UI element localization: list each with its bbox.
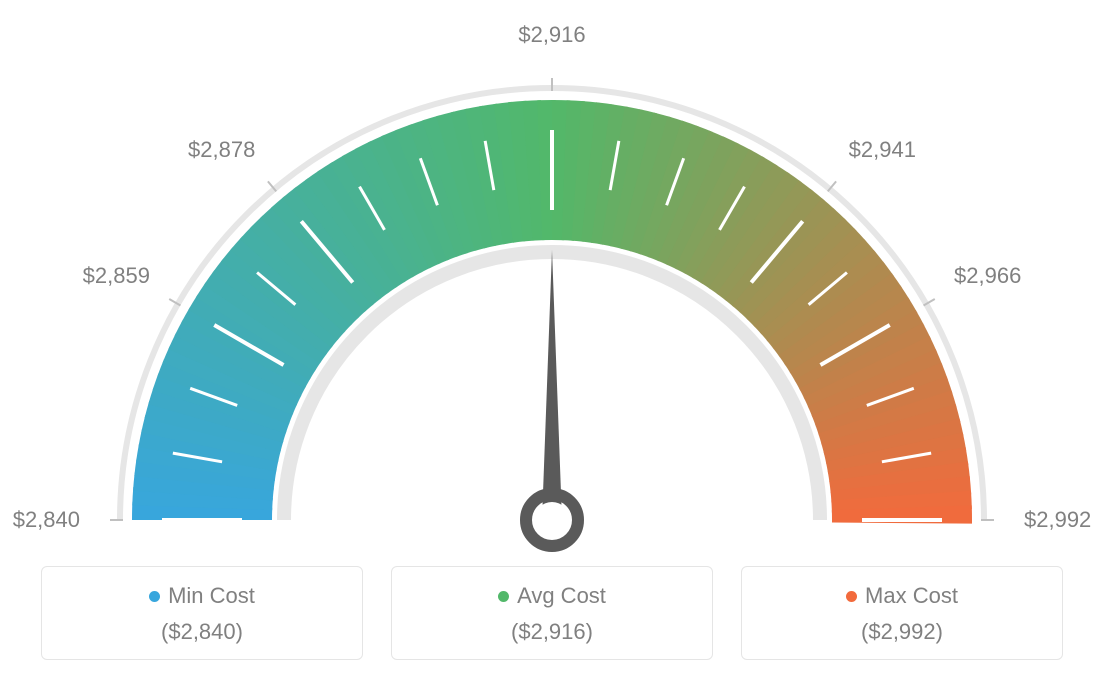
legend-label: Avg Cost bbox=[517, 583, 606, 609]
gauge: $2,840$2,859$2,878$2,916$2,941$2,966$2,9… bbox=[52, 0, 1052, 560]
legend-card-avg: Avg Cost ($2,916) bbox=[391, 566, 713, 660]
tick-label: $2,941 bbox=[849, 138, 916, 164]
legend-title-max: Max Cost bbox=[752, 583, 1052, 609]
legend-value: ($2,840) bbox=[52, 619, 352, 645]
gauge-svg bbox=[52, 0, 1052, 560]
dot-icon bbox=[498, 591, 509, 602]
legend-card-min: Min Cost ($2,840) bbox=[41, 566, 363, 660]
legend-title-min: Min Cost bbox=[52, 583, 352, 609]
legend: Min Cost ($2,840) Avg Cost ($2,916) Max … bbox=[41, 566, 1063, 660]
dot-icon bbox=[846, 591, 857, 602]
tick-label: $2,992 bbox=[1024, 507, 1091, 533]
legend-card-max: Max Cost ($2,992) bbox=[741, 566, 1063, 660]
legend-value: ($2,916) bbox=[402, 619, 702, 645]
tick-label: $2,966 bbox=[954, 263, 1021, 289]
legend-value: ($2,992) bbox=[752, 619, 1052, 645]
chart-container: $2,840 $2,859 $2,878 $2,916 $2,941 $2,966 $2,9… bbox=[0, 0, 1104, 690]
tick-label: $2,916 bbox=[518, 22, 585, 48]
legend-title-avg: Avg Cost bbox=[402, 583, 702, 609]
tick-label: $2,859 bbox=[83, 263, 150, 289]
dot-icon bbox=[149, 591, 160, 602]
legend-label: Max Cost bbox=[865, 583, 958, 609]
tick-label: $2,878 bbox=[188, 138, 255, 164]
tick-label: $2,840 bbox=[13, 507, 80, 533]
legend-label: Min Cost bbox=[168, 583, 255, 609]
